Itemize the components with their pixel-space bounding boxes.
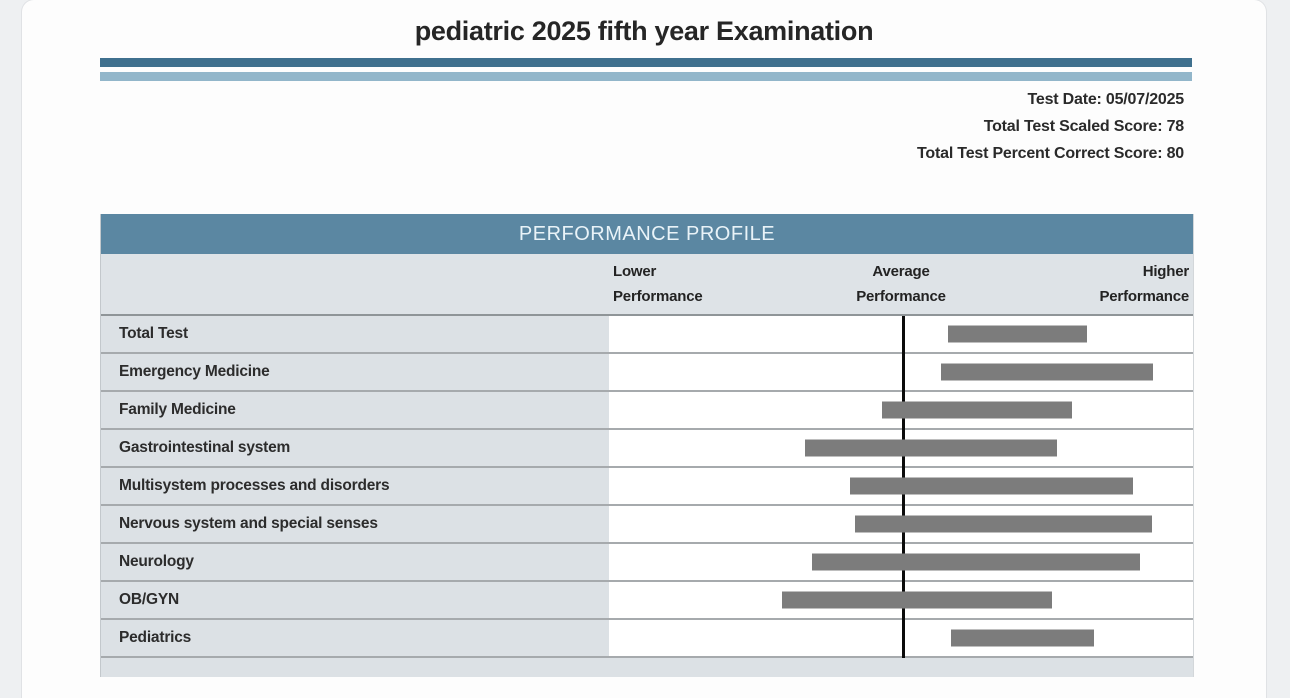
table-row: Multisystem processes and disorders	[101, 468, 1193, 506]
table-row: Neurology	[101, 544, 1193, 582]
row-chart-cell	[609, 354, 1193, 390]
row-chart-cell	[609, 392, 1193, 428]
row-chart-cell	[609, 430, 1193, 466]
row-label: Pediatrics	[101, 620, 609, 656]
performance-bar	[948, 325, 1088, 343]
table-row: OB/GYN	[101, 582, 1193, 620]
table-row: Family Medicine	[101, 392, 1193, 430]
header-rule-dark	[100, 58, 1192, 67]
total-test-scaled-score: Total Test Scaled Score: 78	[983, 118, 1185, 135]
performance-bar	[941, 363, 1154, 381]
row-chart-cell	[609, 506, 1193, 542]
total-test-percent-correct-score: Total Test Percent Correct Score: 80	[917, 145, 1184, 162]
column-higher-performance: Higher Performance	[1099, 263, 1189, 305]
table-row: Pediatrics	[101, 620, 1193, 658]
row-label: Multisystem processes and disorders	[101, 468, 609, 504]
profile-rows: Total Test Emergency Medicine Family Medic…	[101, 316, 1193, 658]
column-headers: Lower Performance Average Performance Hi…	[101, 254, 1193, 316]
column-average-performance: Average Performance	[856, 263, 946, 305]
test-date: Test Date: 05/07/2025	[1027, 91, 1185, 108]
report-page: pediatric 2025 fifth year Examination Te…	[22, 0, 1266, 698]
column-lower-performance: Lower Performance	[613, 263, 703, 305]
table-row: Emergency Medicine	[101, 354, 1193, 392]
performance-bar	[781, 591, 1053, 609]
row-chart-cell	[609, 468, 1193, 504]
table-row: Nervous system and special senses	[101, 506, 1193, 544]
row-label: OB/GYN	[101, 582, 609, 618]
performance-profile-title: PERFORMANCE PROFILE	[101, 214, 1193, 254]
row-label: Emergency Medicine	[101, 354, 609, 390]
row-label: Neurology	[101, 544, 609, 580]
page-title: pediatric 2025 fifth year Examination	[414, 16, 874, 46]
table-footer-band	[101, 658, 1193, 677]
row-label: Gastrointestinal system	[101, 430, 609, 466]
row-label: Nervous system and special senses	[101, 506, 609, 542]
row-chart-cell	[609, 544, 1193, 580]
performance-bar	[849, 477, 1134, 495]
row-label: Family Medicine	[101, 392, 609, 428]
row-label: Total Test	[101, 316, 609, 352]
test-info-block: Test Date: 05/07/2025 Total Test Scaled …	[917, 86, 1184, 167]
performance-bar	[804, 439, 1058, 457]
performance-bar	[881, 401, 1073, 419]
row-chart-cell	[609, 582, 1193, 618]
header-rule-light	[100, 72, 1192, 81]
performance-bar	[855, 515, 1153, 533]
table-row: Gastrointestinal system	[101, 430, 1193, 468]
table-row: Total Test	[101, 316, 1193, 354]
performance-bar	[951, 629, 1095, 647]
performance-profile-table: PERFORMANCE PROFILE Lower Performance Av…	[100, 214, 1194, 677]
row-chart-cell	[609, 316, 1193, 352]
row-chart-cell	[609, 620, 1193, 656]
performance-bar	[811, 553, 1140, 571]
